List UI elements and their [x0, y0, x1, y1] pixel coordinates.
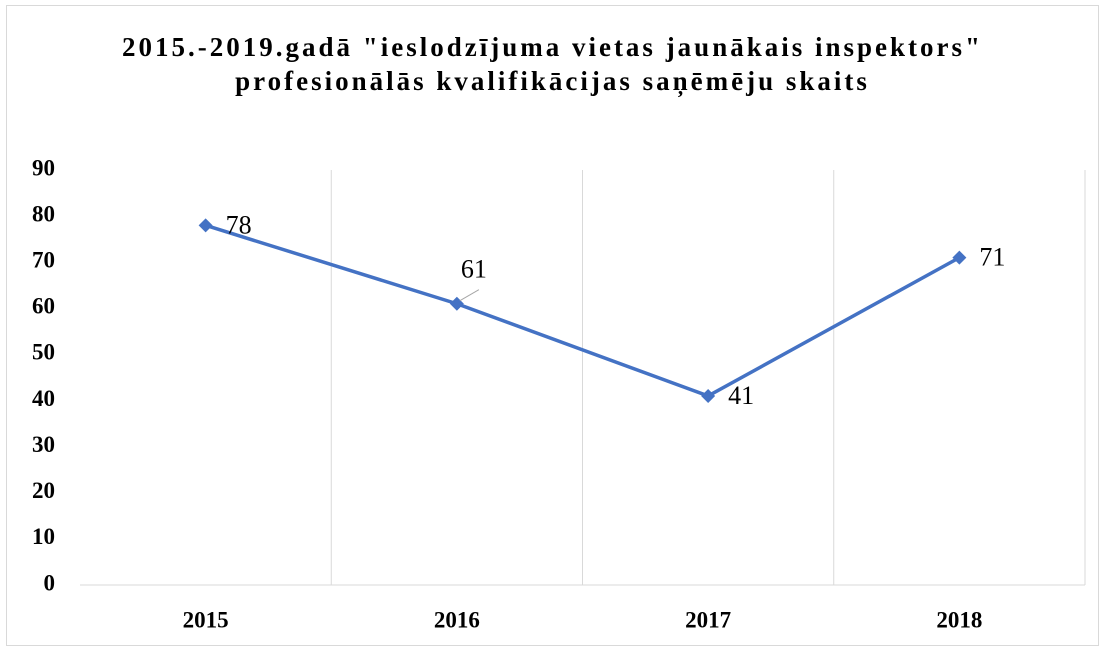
- data-label: 71: [979, 243, 1005, 272]
- y-tick-label: 20: [32, 478, 55, 503]
- marker: [701, 388, 716, 403]
- x-tick-label: 2017: [685, 607, 731, 632]
- y-tick-label: 40: [32, 386, 55, 411]
- marker: [952, 250, 967, 265]
- y-tick-label: 70: [32, 248, 55, 273]
- marker: [198, 218, 213, 233]
- line: [205, 223, 961, 398]
- y-tick-label: 80: [32, 201, 55, 226]
- y-tick-label: 60: [32, 294, 55, 319]
- y-tick-label: 10: [32, 524, 55, 549]
- x-tick-label: 2016: [434, 607, 480, 632]
- chart-border: [6, 5, 1099, 646]
- y-tick-label: 50: [32, 340, 55, 365]
- y-tick-label: 0: [44, 570, 56, 595]
- data-label: 61: [461, 255, 487, 284]
- x-tick-label: 2015: [183, 607, 229, 632]
- chart-title: 2015.-2019.gadā "ieslodzījuma vietas jau…: [121, 32, 984, 96]
- data-label: 78: [226, 210, 252, 239]
- data-label: 41: [728, 381, 754, 410]
- x-tick-label: 2018: [936, 607, 982, 632]
- y-tick-label: 90: [32, 155, 55, 180]
- y-tick-label: 30: [32, 432, 55, 457]
- leader-line: [459, 289, 480, 302]
